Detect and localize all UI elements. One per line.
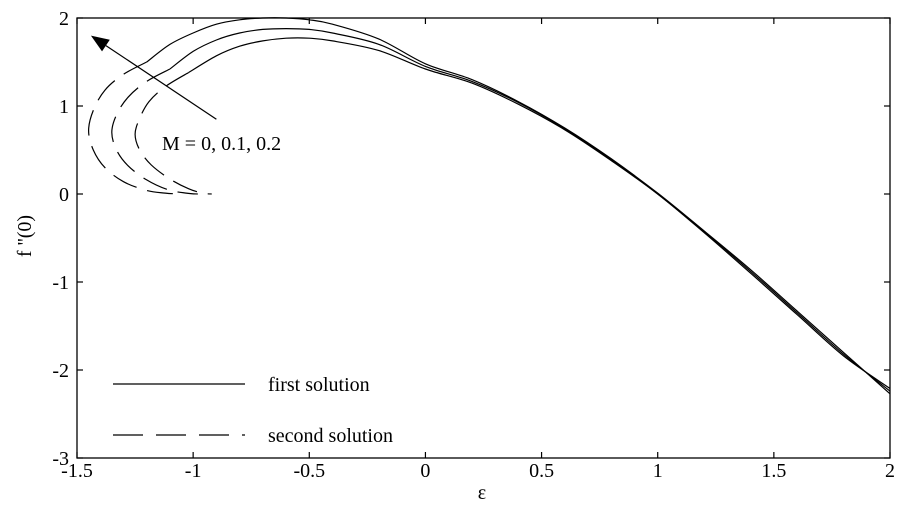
annotation-arrow-head xyxy=(90,35,110,52)
series-group xyxy=(87,17,891,395)
y-tick-label: 2 xyxy=(59,8,69,30)
first-solution-curve-2 xyxy=(188,37,891,389)
x-tick-label: 1 xyxy=(653,460,663,482)
legend-label-second: second solution xyxy=(268,425,393,447)
y-axis-label: f ''(0) xyxy=(14,215,36,257)
x-tick-label: -0.5 xyxy=(293,460,325,482)
second-solution-curve-3 xyxy=(87,61,180,195)
first-solution-curve-0 xyxy=(146,17,891,395)
x-tick-label: 1.5 xyxy=(761,460,786,482)
second-solution-curve-5 xyxy=(134,72,212,195)
first-solution-curve-1 xyxy=(169,27,891,392)
x-tick-label: -1 xyxy=(185,460,202,482)
second-solution-curve-4 xyxy=(111,68,198,195)
legend: first solution second solution xyxy=(113,374,393,447)
y-tick-label: -1 xyxy=(52,272,69,294)
y-tick-label: 0 xyxy=(59,184,69,206)
y-tick-label: -3 xyxy=(52,448,69,470)
annotation: M = 0, 0.1, 0.2 xyxy=(90,35,281,155)
ticks: -1.5 -1 -0.5 0 0.5 1 1.5 2 -3 -2 -1 0 1 2 xyxy=(52,8,895,482)
x-tick-label: 0.5 xyxy=(529,460,554,482)
legend-label-first: first solution xyxy=(268,374,370,396)
y-tick-label: 1 xyxy=(59,96,69,118)
annotation-label: M = 0, 0.1, 0.2 xyxy=(162,133,281,155)
x-tick-label: 0 xyxy=(420,460,430,482)
annotation-arrow-line xyxy=(105,45,217,120)
x-tick-label: 2 xyxy=(885,460,895,482)
x-axis-label: ε xyxy=(478,482,486,504)
plot-frame xyxy=(76,17,891,459)
x-tick-label: -1.5 xyxy=(61,460,93,482)
y-tick-label: -2 xyxy=(52,360,69,382)
